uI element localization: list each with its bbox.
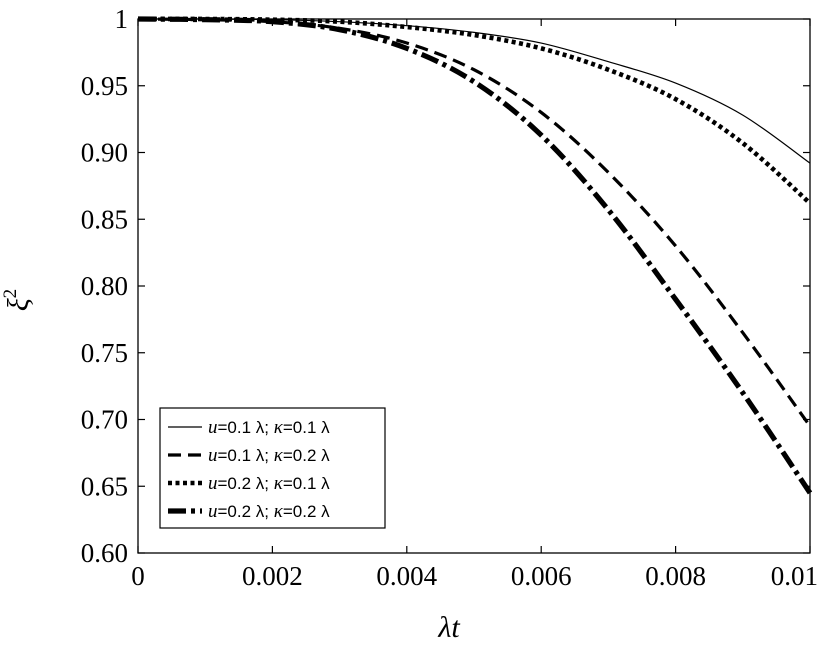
x-tick-label: 0.006 [511, 561, 572, 591]
y-tick-label: 1 [115, 4, 129, 34]
y-axis-label-superscript: 2 [0, 289, 21, 299]
series-line-1 [137, 18, 811, 164]
y-axis: 0.60 0.65 0.70 0.75 0.80 0.85 0.90 0.95 1 [81, 4, 810, 568]
series-line-3 [137, 16, 812, 205]
y-tick-label: 0.65 [81, 471, 128, 501]
y-tick-label: 0.60 [81, 538, 128, 568]
legend-entry-1: u=0.1 λ; κ=0.1 λ [208, 417, 330, 438]
y-axis-label-base: ξ [2, 298, 35, 311]
legend-box [159, 407, 386, 529]
x-tick-label: 0.01 [771, 561, 818, 591]
x-tick-label: 0.008 [645, 561, 706, 591]
x-tick-label: 0.004 [376, 561, 437, 591]
x-tick-label: 0 [131, 561, 145, 591]
y-tick-label: 0.75 [81, 338, 128, 368]
y-axis-label: ξ2 [0, 289, 35, 311]
y-tick-label: 0.95 [81, 71, 128, 101]
series-lines [137, 16, 813, 495]
y-tick-label: 0.80 [81, 271, 128, 301]
y-tick-label: 0.70 [81, 405, 128, 435]
svg-text:ξ2: ξ2 [0, 289, 35, 311]
legend: u=0.1 λ; κ=0.1 λ u=0.1 λ; κ=0.2 λ u=0.2 λ;… [159, 407, 386, 529]
legend-entry-4: u=0.2 λ; κ=0.2 λ [208, 501, 330, 522]
x-axis: 0 0.002 0.004 0.006 0.008 0.01 [131, 19, 818, 591]
y-tick-label: 0.85 [81, 204, 128, 234]
x-axis-label: λt [437, 611, 460, 644]
series-line-4 [137, 16, 813, 495]
legend-entry-3: u=0.2 λ; κ=0.1 λ [208, 473, 330, 494]
legend-entry-2: u=0.1 λ; κ=0.2 λ [208, 445, 330, 466]
y-tick-label: 0.90 [81, 138, 128, 168]
x-tick-label: 0.002 [242, 561, 303, 591]
